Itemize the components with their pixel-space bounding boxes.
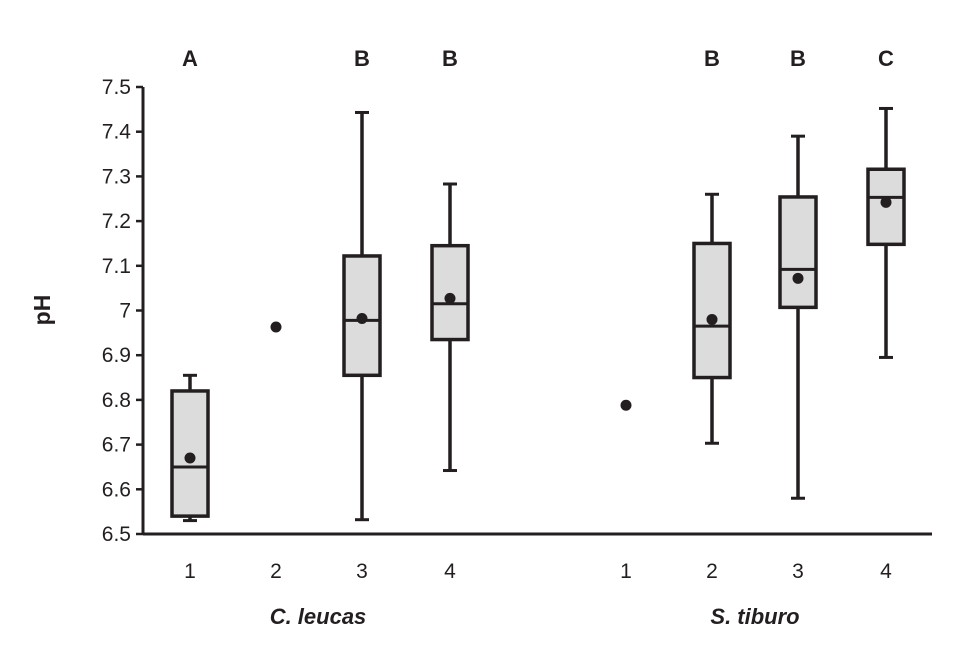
significance-letter: A (182, 46, 198, 71)
x-tick-label: 2 (706, 560, 718, 583)
box-iqr (692, 241, 732, 380)
significance-letter: B (790, 46, 806, 71)
mean-point (184, 452, 196, 464)
y-tick-label: 7.2 (102, 210, 131, 233)
box-3 (342, 110, 382, 522)
mean-point (444, 292, 456, 304)
box-6 (692, 192, 732, 445)
x-tick-label: 2 (270, 560, 282, 583)
x-tick-label: 4 (444, 560, 456, 583)
mean-point (880, 196, 892, 208)
group-label: C. leucas (270, 604, 367, 629)
mean-point (270, 321, 282, 333)
y-tick-label: 6.7 (102, 434, 131, 457)
axes: 6.5 6.6 6.7 6.8 6.9 7 7.1 7.2 7.3 7.4 7.5 (102, 76, 932, 546)
x-tick-label: 1 (620, 560, 632, 583)
x-tick-label: 3 (356, 560, 368, 583)
significance-letter: C (878, 46, 894, 71)
y-tick-label: 6.9 (102, 344, 131, 367)
box-7 (778, 134, 818, 500)
boxes (170, 106, 906, 523)
box-iqr (778, 195, 818, 310)
significance-letter: B (704, 46, 720, 71)
mean-point (706, 313, 718, 325)
y-tick-label: 7 (119, 300, 131, 323)
x-tick-label: 3 (792, 560, 804, 583)
y-tick-label: 7.5 (102, 76, 131, 99)
mean-point (620, 399, 632, 411)
significance-letter: B (442, 46, 458, 71)
box-1 (170, 373, 210, 523)
group-label: S. tiburo (710, 604, 799, 629)
y-tick-label: 6.8 (102, 389, 131, 412)
y-tick-label: 7.1 (102, 255, 131, 278)
box-8 (866, 106, 906, 359)
y-axis-title: pH (29, 295, 55, 326)
mean-point (792, 272, 804, 284)
mean-point (356, 313, 368, 325)
y-tick-label: 7.4 (102, 121, 132, 144)
box-iqr (342, 254, 382, 378)
y-tick-label: 7.3 (102, 165, 131, 188)
y-tick-label: 6.6 (102, 478, 131, 501)
labels: A 1 2 B 3 B 4 1 B 2 B 3 C 4 C. leucas S. tiburo (182, 46, 894, 629)
box-4 (430, 182, 470, 473)
box-iqr (170, 389, 210, 518)
x-tick-label: 1 (184, 560, 196, 583)
y-tick-label: 6.5 (102, 523, 131, 546)
box-iqr (430, 243, 470, 342)
significance-letter: B (354, 46, 370, 71)
x-tick-label: 4 (880, 560, 892, 583)
